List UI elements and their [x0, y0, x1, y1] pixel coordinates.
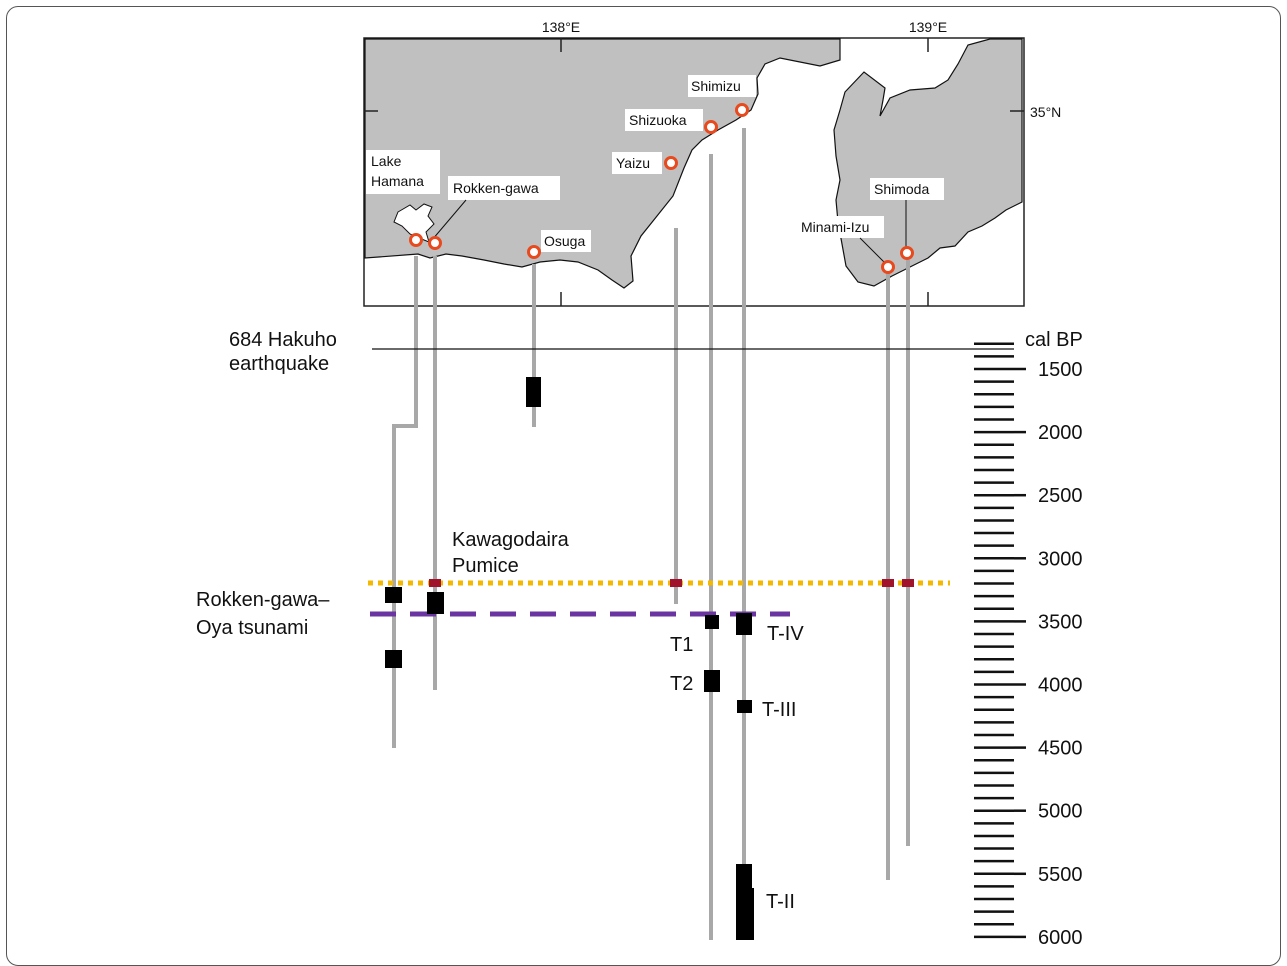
lon-label-138: 138°E — [542, 19, 580, 35]
hakuho-label-1: 684 Hakuho — [229, 329, 337, 351]
label-t2: T2 — [670, 673, 693, 695]
major-ticks — [1014, 367, 1026, 939]
tsunami-chronology-diagram: 138°E 139°E 35°N Lake Hamana Rokken-gawa… — [196, 19, 1083, 944]
tick-label: 3000 — [1038, 548, 1083, 570]
tick-label: 5500 — [1038, 864, 1083, 886]
lon-label-139: 139°E — [909, 19, 947, 35]
marker-osuga — [527, 245, 541, 259]
marker-minami-izu — [881, 260, 895, 274]
event-box-lake-1 — [385, 587, 402, 603]
event-box-osuga — [526, 377, 541, 407]
label-t-iv: T-IV — [767, 623, 804, 645]
marker-shizuoka — [704, 120, 718, 134]
event-box-t-iv — [736, 613, 752, 635]
site-markers — [409, 103, 914, 274]
site-label-minami-izu: Minami-Izu — [801, 219, 869, 235]
mainland-land — [364, 38, 841, 289]
event-box-t-ii-lower — [736, 888, 754, 940]
tick-label: 3500 — [1038, 611, 1083, 633]
tick-label: 1500 — [1038, 359, 1083, 381]
marker-rokken-gawa — [428, 236, 442, 250]
marker-shimizu — [735, 103, 749, 117]
site-label-yaizu: Yaizu — [616, 155, 650, 171]
column-lake-hamana — [392, 256, 418, 748]
label-t1: T1 — [670, 634, 693, 656]
site-label-hamana: Hamana — [371, 173, 424, 189]
hakuho-label-2: earthquake — [229, 353, 329, 375]
site-label-shimoda: Shimoda — [874, 181, 929, 197]
tick-label: 2500 — [1038, 485, 1083, 507]
pumice-marks — [429, 579, 914, 587]
tick-label: 5000 — [1038, 801, 1083, 823]
pumice-label-1: Kawagodaira — [452, 529, 570, 551]
tick-labels: 1500 2000 2500 3000 3500 4000 4500 5000 5500 6000 — [1038, 359, 1083, 944]
tick-label: 4500 — [1038, 738, 1083, 760]
site-label-lake: Lake — [371, 153, 402, 169]
marker-shimoda — [900, 246, 914, 260]
site-label-rokken-gawa: Rokken-gawa — [453, 180, 539, 196]
event-box-t2 — [704, 670, 720, 692]
tick-label: 4000 — [1038, 675, 1083, 697]
site-label-shizuoka: Shizuoka — [629, 112, 687, 128]
event-box-t-iii — [737, 700, 752, 713]
site-label-osuga: Osuga — [544, 233, 585, 249]
pumice-label-2: Pumice — [452, 555, 519, 577]
marker-yaizu — [664, 156, 678, 170]
lake-hamana-water — [393, 203, 435, 243]
event-box-t1 — [705, 615, 719, 629]
axis-title: cal BP — [1025, 329, 1083, 351]
event-box-lake-2 — [385, 650, 402, 668]
label-t-ii: T-II — [766, 891, 795, 913]
marker-lake-hamana — [409, 233, 423, 247]
age-axis: cal BP 1500 2000 2500 3000 3500 4000 4500 5000 5… — [974, 329, 1083, 944]
lat-label-35: 35°N — [1030, 104, 1061, 120]
site-label-shimizu: Shimizu — [691, 78, 741, 94]
tsunami-event-boxes — [385, 377, 754, 940]
tsunami-label-2: Oya tsunami — [196, 617, 308, 639]
label-t-iii: T-III — [762, 699, 796, 721]
event-box-rokken — [427, 592, 444, 614]
tick-label: 6000 — [1038, 927, 1083, 944]
site-columns — [392, 128, 910, 940]
tick-label: 2000 — [1038, 422, 1083, 444]
minor-ticks — [974, 342, 1014, 939]
site-labels: Lake Hamana Rokken-gawa Osuga Yaizu Shiz… — [366, 75, 944, 263]
event-box-t-ii-upper — [736, 864, 752, 890]
tsunami-label-1: Rokken-gawa– — [196, 589, 330, 611]
